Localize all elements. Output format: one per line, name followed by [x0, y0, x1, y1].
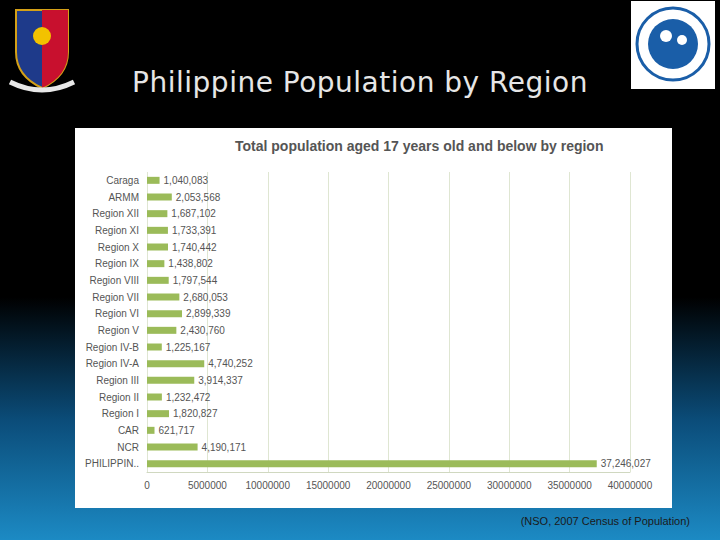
svg-text:4,190,171: 4,190,171	[202, 442, 247, 453]
svg-text:621,717: 621,717	[159, 425, 196, 436]
svg-text:4,740,252: 4,740,252	[208, 358, 253, 369]
svg-text:25000000: 25000000	[427, 480, 472, 491]
svg-text:Region IV-A: Region IV-A	[86, 358, 140, 369]
svg-text:40000000: 40000000	[608, 480, 653, 491]
svg-text:2,430,760: 2,430,760	[180, 325, 225, 336]
svg-text:2,053,568: 2,053,568	[176, 192, 221, 203]
svg-text:Region XI: Region XI	[95, 225, 139, 236]
svg-text:1,687,102: 1,687,102	[171, 208, 216, 219]
html-text:(NSO, 2007 Census of Populatio: (NSO, 2007 Census of Population)	[520, 515, 690, 527]
svg-text:Region II: Region II	[99, 392, 139, 403]
svg-text:Region IV-B: Region IV-B	[86, 342, 140, 353]
svg-text:1,225,167: 1,225,167	[166, 342, 211, 353]
svg-text:1,797,544: 1,797,544	[173, 275, 218, 286]
svg-text:Region V: Region V	[98, 325, 139, 336]
svg-text:ARMM: ARMM	[108, 192, 139, 203]
svg-text:Region VIII: Region VIII	[90, 275, 139, 286]
svg-text:Total population aged 17 years: Total population aged 17 years old and b…	[235, 138, 603, 154]
svg-text:3,914,337: 3,914,337	[198, 375, 243, 386]
svg-text:0: 0	[144, 480, 150, 491]
svg-text:CAR: CAR	[118, 425, 139, 436]
svg-text:Region X: Region X	[98, 242, 139, 253]
svg-text:30000000: 30000000	[487, 480, 532, 491]
svg-text:NCR: NCR	[117, 442, 139, 453]
svg-text:1,040,083: 1,040,083	[164, 175, 209, 186]
svg-text:Region VII: Region VII	[92, 292, 139, 303]
html-text:Philippine Population by Regio: Philippine Population by Region	[132, 66, 588, 99]
svg-text:Region XII: Region XII	[92, 208, 139, 219]
svg-text:1,820,827: 1,820,827	[173, 408, 218, 419]
svg-text:Region III: Region III	[96, 375, 139, 386]
svg-text:1,740,442: 1,740,442	[172, 242, 217, 253]
svg-text:1,232,472: 1,232,472	[166, 392, 211, 403]
svg-text:Region IX: Region IX	[95, 258, 139, 269]
svg-text:Region I: Region I	[102, 408, 139, 419]
svg-text:15000000: 15000000	[306, 480, 351, 491]
svg-text:1,438,802: 1,438,802	[168, 258, 213, 269]
svg-text:37,246,027: 37,246,027	[601, 458, 651, 469]
svg-text:2,680,053: 2,680,053	[183, 292, 228, 303]
svg-text:PHILIPPIN..: PHILIPPIN..	[85, 458, 139, 469]
svg-text:Region VI: Region VI	[95, 308, 139, 319]
svg-text:35000000: 35000000	[547, 480, 592, 491]
svg-text:10000000: 10000000	[246, 480, 291, 491]
svg-text:Caraga: Caraga	[106, 175, 139, 186]
svg-text:1,733,391: 1,733,391	[172, 225, 217, 236]
svg-text:2,899,339: 2,899,339	[186, 308, 231, 319]
svg-text:20000000: 20000000	[366, 480, 411, 491]
svg-text:5000000: 5000000	[188, 480, 227, 491]
